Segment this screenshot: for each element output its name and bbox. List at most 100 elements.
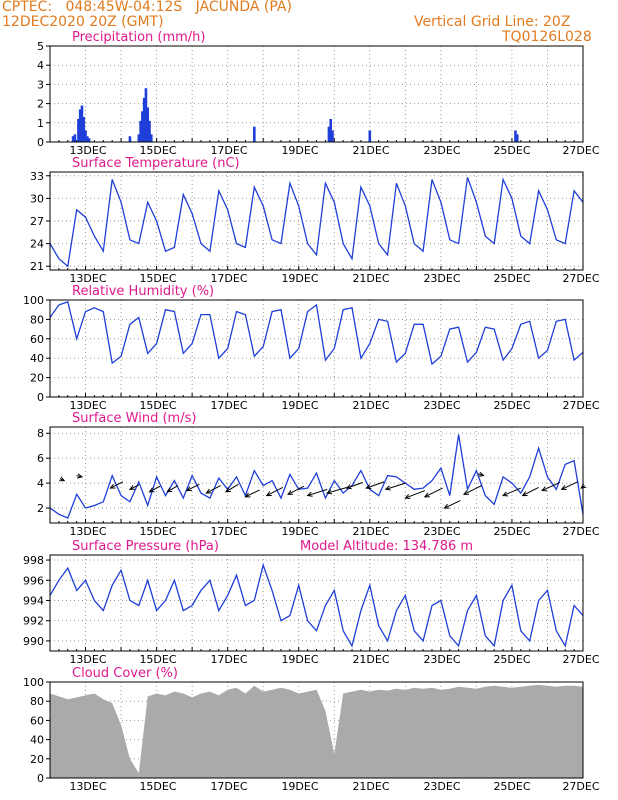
wind-arrow	[109, 481, 124, 489]
wind-arrow-head	[59, 476, 66, 482]
y-tick-label: 0	[37, 772, 44, 785]
wind-arrow	[404, 490, 426, 499]
wind-arrow-head	[109, 483, 116, 489]
temp-title: Surface Temperature (nC)	[72, 156, 240, 171]
wind-arrow-shaft	[167, 485, 179, 493]
wind-frame	[49, 426, 584, 524]
wind-arrow-shaft	[129, 484, 140, 490]
wind-panel: 2 4 6 8 13DEC 15DEC 17DEC 19DEC 21DEC 23DEC 25DEC 2…	[37, 411, 600, 538]
x-tick-label: 19DEC	[281, 653, 318, 666]
wind-arrow-head	[224, 487, 231, 493]
x-tick-label: 17DEC	[210, 780, 247, 793]
wind-arrow-head	[478, 471, 485, 477]
wind-arrow-shaft	[266, 487, 283, 497]
temp-frame	[49, 171, 584, 271]
wind-arrow-shaft	[245, 489, 260, 498]
wind-arrow	[287, 485, 305, 495]
wind-arrow	[365, 481, 385, 490]
x-tick-label: 21DEC	[352, 272, 389, 285]
pressure-panel: 990 992 994 996 998 13DEC 15DEC 17DEC 19DEC 21DEC…	[23, 539, 600, 666]
x-tick-label: 23DEC	[423, 272, 460, 285]
wind-arrow	[224, 483, 239, 493]
wind-arrow-head	[521, 491, 528, 497]
wind-arrow	[560, 481, 578, 490]
y-tick-label: 990	[23, 635, 44, 648]
wind-arrow	[423, 487, 443, 498]
wind-arrow-head	[501, 491, 509, 497]
wind-arrow-head	[423, 492, 430, 498]
station-header: CPTEC: 048:45W-04:12S JACUNDA (PA)	[2, 0, 292, 15]
grid-line-header: Vertical Grid Line: 20Z	[414, 14, 571, 30]
wind-arrow-shaft	[444, 500, 461, 509]
wind-arrow	[326, 486, 347, 495]
rh-series-line	[49, 301, 584, 366]
wind-arrow-head	[148, 487, 155, 493]
wind-arrow-head	[541, 486, 548, 492]
y-tick-label: 996	[23, 574, 44, 587]
x-tick-label: 25DEC	[493, 525, 530, 538]
wind-arrow-head	[128, 485, 135, 490]
wind-arrow-shaft	[424, 487, 443, 498]
x-tick-label: 25DEC	[493, 780, 530, 793]
x-tick-label: 15DEC	[139, 653, 176, 666]
wind-arrow-shaft	[149, 485, 161, 493]
x-tick-label: 15DEC	[139, 272, 176, 285]
wind-arrow-head	[345, 484, 352, 490]
precip-title: Precipitation (mm/h)	[72, 30, 205, 45]
wind-arrow-shaft	[385, 482, 406, 490]
wind-arrow	[185, 483, 200, 492]
x-tick-label: 21DEC	[352, 780, 389, 793]
wind-arrow	[128, 484, 140, 490]
x-tick-label: 15DEC	[139, 399, 176, 412]
precip-bar	[515, 134, 519, 142]
wind-arrow	[478, 471, 485, 477]
y-tick-label: 998	[23, 554, 44, 567]
wind-arrow	[306, 488, 328, 497]
y-tick-label: 100	[23, 294, 44, 307]
y-tick-label: 0	[37, 391, 44, 404]
x-tick-label: 13DEC	[69, 653, 106, 666]
wind-arrow-head	[384, 485, 391, 491]
wind-arrow-shaft	[463, 485, 482, 495]
x-tick-label: 21DEC	[352, 399, 389, 412]
precip-bar	[78, 109, 82, 142]
precip-bar	[80, 105, 84, 142]
cloud-frame	[49, 681, 584, 779]
y-tick-label: 80	[30, 313, 44, 326]
y-tick-label: 992	[23, 615, 44, 628]
wind-arrow-head	[326, 489, 333, 495]
y-tick-label: 8	[37, 427, 44, 440]
x-tick-label: 13DEC	[69, 144, 106, 157]
wind-arrow-shaft	[186, 483, 200, 492]
precip-bar	[144, 88, 148, 142]
wind-arrow-shaft	[502, 487, 522, 497]
x-tick-label: 23DEC	[423, 780, 460, 793]
y-tick-label: 2	[37, 502, 44, 515]
precip-bar	[514, 130, 517, 142]
y-tick-label: 30	[30, 192, 44, 205]
wind-arrow-head	[287, 490, 294, 495]
x-tick-label: 21DEC	[352, 653, 389, 666]
wind-arrow-head	[560, 485, 567, 490]
wind-arrow-shaft	[225, 483, 239, 493]
precip-bar	[253, 126, 256, 142]
y-tick-label: 3	[37, 78, 44, 91]
y-tick-label: 6	[37, 452, 44, 465]
precip-bar	[82, 117, 86, 142]
wind-title: Surface Wind (m/s)	[72, 411, 196, 426]
y-tick-label: 33	[30, 170, 44, 183]
temp-panel: 21 24 27 30 33 13DEC 15DEC 17DEC 19DEC 21DEC 23DEC…	[30, 156, 600, 285]
x-tick-label: 13DEC	[69, 525, 106, 538]
wind-arrow-shaft	[327, 486, 347, 494]
x-tick-label: 17DEC	[210, 272, 247, 285]
precip-bar	[149, 134, 153, 142]
x-tick-label: 25DEC	[493, 272, 530, 285]
x-tick-label: 13DEC	[69, 272, 106, 285]
wind-arrow-shaft	[405, 490, 426, 499]
wind-arrow	[166, 485, 179, 493]
wind-arrow	[541, 482, 561, 492]
precip-bar	[329, 118, 333, 142]
x-tick-label: 15DEC	[139, 780, 176, 793]
